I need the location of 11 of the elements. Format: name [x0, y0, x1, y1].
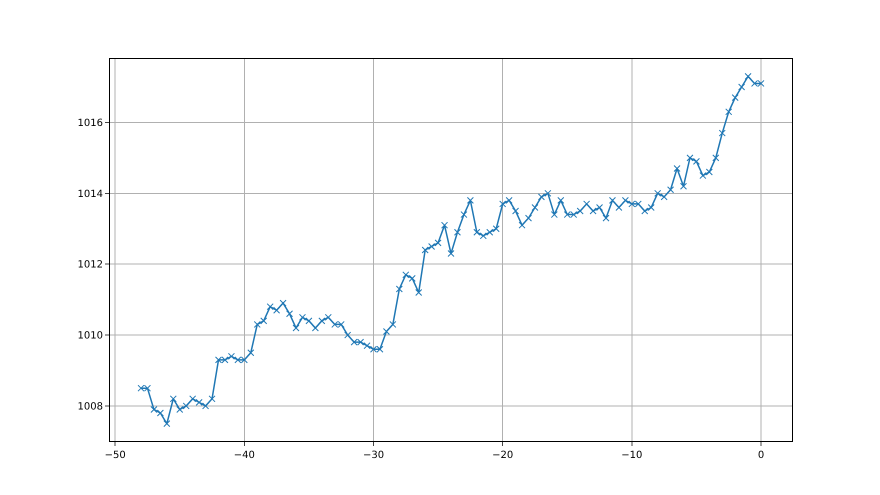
x-tick-label: −30	[362, 450, 384, 461]
x-tick-label: −50	[104, 450, 126, 461]
y-tick-label: 1008	[78, 401, 103, 412]
x-tick-label: −10	[621, 450, 642, 461]
y-tick-label: 1016	[78, 118, 103, 129]
y-tick-label: 1014	[78, 188, 103, 200]
y-tick-label: 1012	[78, 260, 103, 271]
x-tick-label: −20	[492, 450, 514, 461]
y-tick-label: 1010	[78, 330, 103, 342]
x-tick-label: 0	[758, 450, 764, 461]
x-tick-label: −40	[234, 450, 255, 461]
